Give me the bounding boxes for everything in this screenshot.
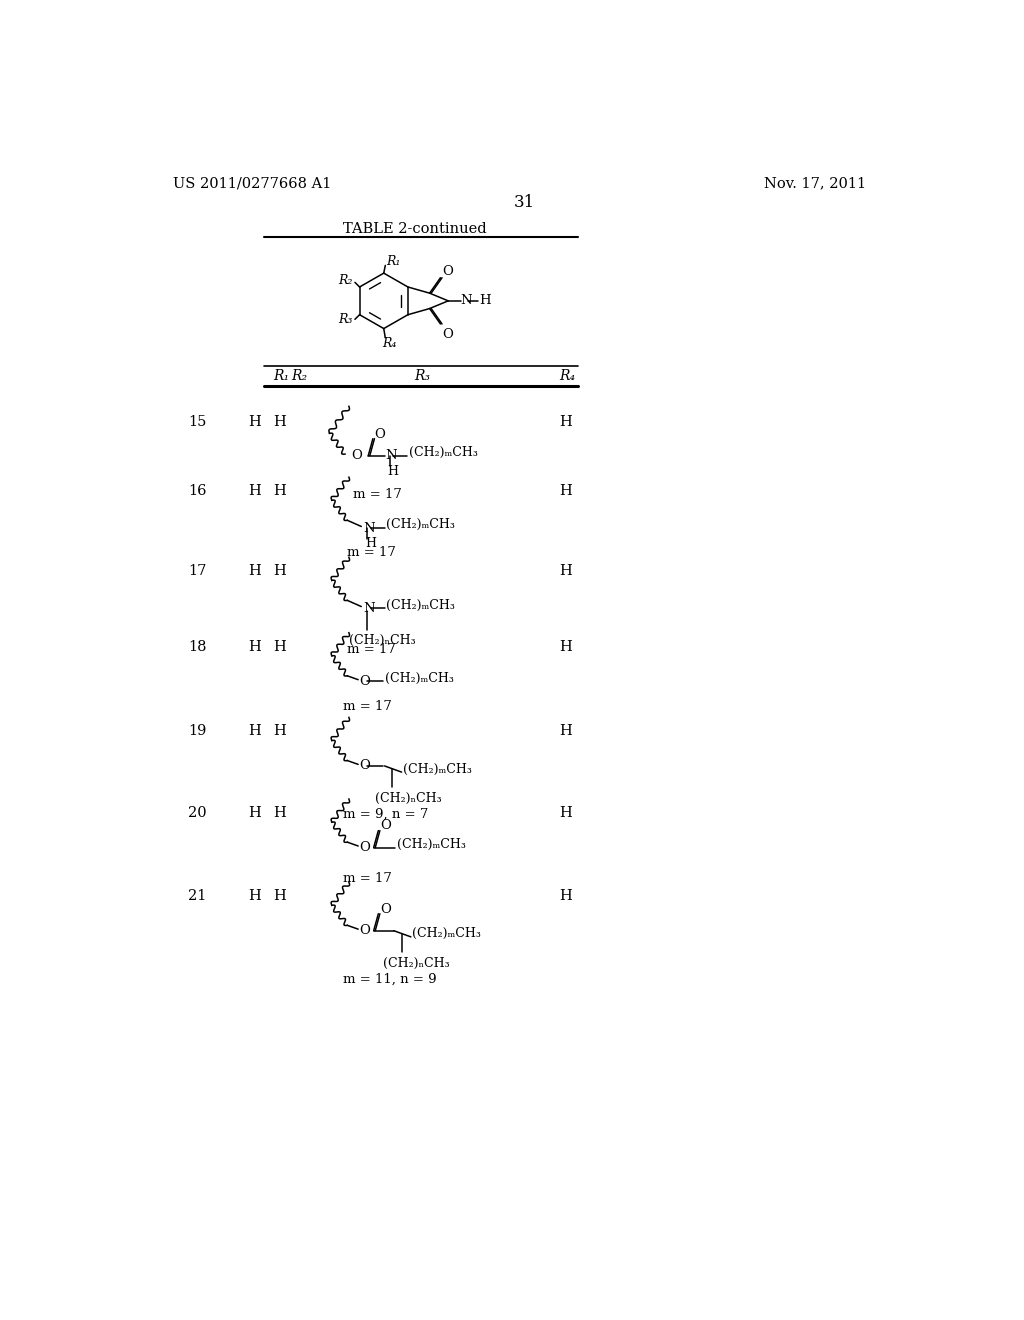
Text: 21: 21 — [188, 890, 207, 903]
Text: (CH₂)ₘCH₃: (CH₂)ₘCH₃ — [386, 598, 455, 611]
Text: H: H — [248, 890, 261, 903]
Text: R₃: R₃ — [338, 313, 352, 326]
Text: H: H — [273, 564, 287, 578]
Text: R₂: R₂ — [338, 275, 352, 288]
Text: H: H — [248, 640, 261, 653]
Text: H: H — [273, 484, 287, 498]
Text: H: H — [273, 890, 287, 903]
Text: R₁: R₁ — [273, 368, 290, 383]
Text: 18: 18 — [188, 640, 207, 653]
Text: H: H — [559, 564, 571, 578]
Text: O: O — [359, 924, 371, 937]
Text: H: H — [248, 484, 261, 498]
Text: (CH₂)ₘCH₃: (CH₂)ₘCH₃ — [397, 838, 466, 851]
Text: H: H — [248, 725, 261, 738]
Text: O: O — [380, 820, 391, 833]
Text: O: O — [359, 759, 371, 772]
Text: m = 17: m = 17 — [347, 643, 396, 656]
Text: m = 17: m = 17 — [343, 700, 392, 713]
Text: H: H — [248, 807, 261, 820]
Text: H: H — [273, 807, 287, 820]
Text: (CH₂)ₙCH₃: (CH₂)ₙCH₃ — [349, 634, 416, 647]
Text: m = 17: m = 17 — [352, 488, 401, 502]
Text: US 2011/0277668 A1: US 2011/0277668 A1 — [173, 176, 332, 190]
Text: O: O — [442, 329, 453, 342]
Text: H: H — [559, 484, 571, 498]
Text: TABLE 2-continued: TABLE 2-continued — [343, 222, 486, 236]
Text: N: N — [362, 602, 375, 615]
Text: 31: 31 — [514, 194, 536, 211]
Text: H: H — [479, 294, 490, 308]
Text: H: H — [388, 465, 398, 478]
Text: (CH₂)ₘCH₃: (CH₂)ₘCH₃ — [409, 446, 477, 459]
Text: H: H — [273, 640, 287, 653]
Text: H: H — [559, 414, 571, 429]
Text: (CH₂)ₙCH₃: (CH₂)ₙCH₃ — [383, 957, 450, 970]
Text: N: N — [385, 449, 397, 462]
Text: O: O — [359, 675, 371, 688]
Text: H: H — [559, 640, 571, 653]
Text: (CH₂)ₙCH₃: (CH₂)ₙCH₃ — [375, 792, 441, 805]
Text: O: O — [442, 265, 453, 279]
Text: H: H — [273, 725, 287, 738]
Text: O: O — [359, 841, 371, 854]
Text: 19: 19 — [188, 725, 207, 738]
Text: H: H — [248, 414, 261, 429]
Text: (CH₂)ₘCH₃: (CH₂)ₘCH₃ — [403, 763, 472, 776]
Text: N: N — [461, 294, 472, 308]
Text: (CH₂)ₘCH₃: (CH₂)ₘCH₃ — [413, 927, 481, 940]
Text: R₃: R₃ — [415, 368, 430, 383]
Text: R₄: R₄ — [382, 338, 396, 351]
Text: 17: 17 — [188, 564, 207, 578]
Text: (CH₂)ₘCH₃: (CH₂)ₘCH₃ — [386, 519, 455, 532]
Text: m = 17: m = 17 — [343, 871, 392, 884]
Text: 20: 20 — [188, 807, 207, 820]
Text: R₂: R₂ — [291, 368, 307, 383]
Text: (CH₂)ₘCH₃: (CH₂)ₘCH₃ — [385, 672, 454, 685]
Text: m = 9, n = 7: m = 9, n = 7 — [343, 808, 429, 821]
Text: H: H — [273, 414, 287, 429]
Text: Nov. 17, 2011: Nov. 17, 2011 — [764, 176, 865, 190]
Text: 15: 15 — [188, 414, 207, 429]
Text: m = 11, n = 9: m = 11, n = 9 — [343, 973, 437, 986]
Text: O: O — [351, 449, 362, 462]
Text: O: O — [380, 903, 391, 916]
Text: H: H — [559, 807, 571, 820]
Text: R₄: R₄ — [559, 368, 575, 383]
Text: m = 17: m = 17 — [347, 546, 396, 560]
Text: N: N — [362, 521, 375, 535]
Text: H: H — [559, 890, 571, 903]
Text: 16: 16 — [188, 484, 207, 498]
Text: R₁: R₁ — [386, 255, 400, 268]
Text: H: H — [248, 564, 261, 578]
Text: H: H — [366, 537, 376, 550]
Text: O: O — [375, 428, 385, 441]
Text: H: H — [559, 725, 571, 738]
